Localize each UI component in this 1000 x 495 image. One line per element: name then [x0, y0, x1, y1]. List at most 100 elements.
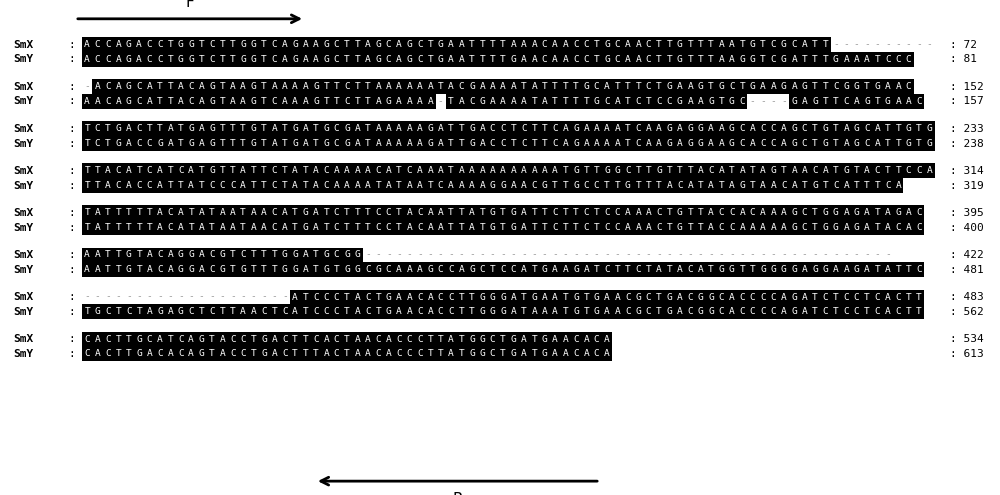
Text: T: T [531, 265, 537, 274]
Text: A: A [719, 55, 724, 64]
Bar [664, 37, 675, 52]
Text: C: C [760, 139, 766, 148]
Bar [508, 332, 519, 346]
Text: A: A [729, 40, 735, 49]
Bar [488, 94, 498, 109]
Text: A: A [407, 97, 412, 106]
Text: :: : [68, 124, 75, 134]
Bar [363, 205, 373, 220]
Bar [539, 304, 550, 319]
Text: C: C [365, 293, 371, 301]
Bar [363, 178, 373, 193]
Text: T: T [459, 293, 464, 301]
Bar [144, 178, 155, 193]
Bar [92, 94, 103, 109]
Bar [467, 346, 477, 361]
Text: T: T [854, 181, 859, 190]
Text: T: T [906, 265, 911, 274]
Bar [373, 163, 384, 178]
Bar [654, 304, 664, 319]
Bar [404, 205, 415, 220]
Text: A: A [750, 223, 756, 232]
Text: C: C [760, 293, 766, 301]
Text: C: C [168, 223, 173, 232]
Text: T: T [916, 124, 922, 133]
Text: G: G [542, 335, 548, 344]
Text: A: A [230, 208, 236, 217]
Bar [404, 178, 415, 193]
Bar [529, 332, 539, 346]
Text: C: C [386, 55, 392, 64]
Text: G: G [240, 40, 246, 49]
Bar [352, 304, 363, 319]
Bar [394, 163, 404, 178]
Bar [529, 163, 539, 178]
Bar [664, 94, 675, 109]
Text: T: T [875, 208, 880, 217]
Text: A: A [552, 166, 558, 175]
Text: G: G [375, 265, 381, 274]
Bar [425, 290, 436, 304]
Text: A: A [687, 82, 693, 91]
Text: A: A [448, 335, 454, 344]
Bar [134, 136, 144, 151]
Bar [810, 304, 820, 319]
Text: C: C [105, 82, 111, 91]
Bar [685, 262, 695, 277]
Text: -: - [396, 250, 402, 259]
Text: -: - [698, 250, 704, 259]
Text: T: T [230, 124, 236, 133]
Text: G: G [126, 55, 132, 64]
Bar [820, 163, 831, 178]
Bar [436, 37, 446, 52]
Text: C: C [282, 335, 288, 344]
Text: A: A [240, 166, 246, 175]
Bar [280, 346, 290, 361]
Text: A: A [126, 139, 132, 148]
Text: -: - [490, 250, 496, 259]
Text: C: C [407, 166, 412, 175]
Bar [415, 290, 425, 304]
Text: G: G [542, 349, 548, 358]
Bar [675, 178, 685, 193]
Text: C: C [209, 181, 215, 190]
Text: A: A [708, 223, 714, 232]
Text: G: G [625, 181, 631, 190]
Text: A: A [739, 166, 745, 175]
Text: A: A [885, 208, 891, 217]
Bar [290, 136, 300, 151]
Text: F: F [186, 0, 194, 10]
Text: A: A [199, 82, 204, 91]
Bar [311, 290, 321, 304]
Bar [747, 205, 758, 220]
Bar [779, 136, 789, 151]
Text: G: G [677, 55, 683, 64]
Text: T: T [303, 166, 308, 175]
Bar [207, 136, 217, 151]
Bar [914, 136, 924, 151]
Bar [342, 304, 352, 319]
Text: G: G [573, 139, 579, 148]
Text: A: A [729, 181, 735, 190]
Text: T: T [448, 166, 454, 175]
Text: A: A [84, 40, 90, 49]
Text: A: A [365, 181, 371, 190]
Text: T: T [552, 82, 558, 91]
Bar [311, 79, 321, 94]
Bar [664, 262, 675, 277]
Bar [196, 94, 207, 109]
Text: C: C [729, 82, 735, 91]
Bar [321, 220, 332, 235]
Text: T: T [500, 208, 506, 217]
Text: T: T [396, 181, 402, 190]
Bar [519, 136, 529, 151]
Text: A: A [563, 124, 568, 133]
Text: -: - [791, 250, 797, 259]
Bar [217, 178, 228, 193]
Text: C: C [116, 181, 121, 190]
Text: A: A [708, 124, 714, 133]
Text: T: T [334, 82, 340, 91]
Text: T: T [375, 293, 381, 301]
Bar [92, 220, 103, 235]
Bar [186, 163, 196, 178]
